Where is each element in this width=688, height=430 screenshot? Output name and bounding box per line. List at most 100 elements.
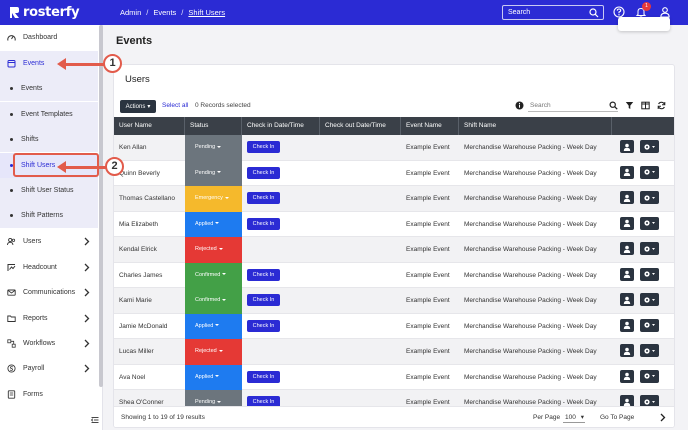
check-in-button[interactable]: Check In	[247, 141, 280, 153]
cell-user-name[interactable]: Ken Allan	[119, 144, 147, 151]
sidebar-subitem-shift-user-status[interactable]: Shift User Status	[0, 178, 98, 203]
status-dropdown[interactable]: Confirmed	[185, 288, 242, 314]
cell-user-name[interactable]: Thomas Castellano	[119, 195, 175, 202]
search-icon[interactable]	[609, 101, 618, 110]
table-search-input[interactable]: Search	[528, 99, 618, 112]
sidebar-item-forms[interactable]: Forms	[0, 382, 98, 407]
table-row[interactable]: Mia Elizabeth Applied Check In Example Even…	[114, 211, 674, 237]
column-header-check-out[interactable]: Check out Date/Time	[320, 117, 401, 135]
view-user-button[interactable]	[620, 369, 634, 383]
brand-logo[interactable]: rosterfy	[9, 5, 109, 20]
table-row[interactable]: Quinn Beverly Pending Check In Example Even…	[114, 160, 674, 186]
row-settings-button[interactable]	[640, 344, 659, 357]
status-dropdown[interactable]: Applied	[185, 211, 242, 237]
view-user-button[interactable]	[620, 293, 634, 306]
info-icon[interactable]	[515, 101, 524, 110]
status-dropdown[interactable]: Emergency	[185, 186, 242, 212]
cell-user-name[interactable]: Kendal Elrick	[119, 246, 157, 253]
collapse-sidebar-icon[interactable]	[91, 416, 99, 424]
row-settings-button[interactable]	[640, 267, 659, 281]
check-in-button[interactable]: Check In	[247, 268, 280, 281]
row-settings-button[interactable]	[640, 216, 659, 230]
sidebar-item-headcount[interactable]: Headcount	[0, 255, 98, 280]
global-search-input[interactable]: Search	[502, 5, 604, 20]
sidebar-subitem-shifts[interactable]: Shifts	[0, 127, 98, 152]
column-header-shift-name[interactable]: Shift Name	[459, 117, 612, 135]
refresh-icon[interactable]	[657, 101, 666, 110]
sidebar-item-dashboard[interactable]: Dashboard	[0, 25, 98, 50]
table-row[interactable]: Kami Marie Confirmed Check In Example Event…	[114, 288, 674, 314]
cell-user-name[interactable]: Quinn Beverly	[119, 169, 160, 177]
breadcrumb-events[interactable]: Events	[153, 8, 177, 17]
view-user-button[interactable]	[620, 318, 634, 332]
table-row[interactable]: Lucas Miller Rejected Example Event Merchan…	[114, 339, 674, 365]
view-user-button[interactable]	[620, 216, 634, 230]
view-user-button[interactable]	[620, 242, 634, 255]
row-settings-button[interactable]	[640, 191, 659, 204]
view-user-button[interactable]	[620, 267, 634, 281]
column-header-status[interactable]: Status	[185, 117, 242, 135]
column-header-event-name[interactable]: Event Name	[401, 117, 459, 135]
sidebar-item-reports[interactable]: Reports	[0, 306, 98, 331]
actions-dropdown-button[interactable]: Actions ▾	[120, 100, 156, 113]
status-dropdown[interactable]: Applied	[185, 364, 242, 390]
check-in-button[interactable]: Check In	[247, 192, 280, 204]
check-in-button[interactable]: Check In	[247, 396, 280, 408]
table-row[interactable]: Ken Allan Pending Check In Example Event Mer…	[114, 135, 674, 161]
status-dropdown[interactable]: Rejected	[185, 339, 242, 365]
search-icon[interactable]	[589, 8, 599, 18]
select-all-link[interactable]: Select all	[162, 102, 189, 109]
go-to-page-input[interactable]: Go To Page	[600, 414, 635, 421]
check-in-button[interactable]: Check In	[247, 294, 280, 306]
cell-user-name[interactable]: Charles James	[119, 271, 163, 279]
check-in-button[interactable]: Check In	[247, 166, 280, 179]
cell-user-name[interactable]: Kami Marie	[119, 297, 152, 304]
sidebar-subitem-shift-patterns[interactable]: Shift Patterns	[0, 203, 98, 228]
filter-icon[interactable]	[625, 101, 634, 110]
status-dropdown[interactable]: Pending	[185, 160, 242, 186]
table-row[interactable]: Ava Noel Applied Check In Example Event Merc…	[114, 364, 674, 390]
row-settings-button[interactable]	[640, 140, 659, 153]
sidebar-item-payroll[interactable]: Payroll	[0, 356, 98, 381]
table-row[interactable]: Jamie McDonald Applied Check In Example Eve…	[114, 313, 674, 339]
cell-user-name[interactable]: Lucas Miller	[119, 348, 154, 355]
status-dropdown[interactable]: Pending	[185, 135, 242, 161]
cell-user-name[interactable]: Ava Noel	[119, 373, 146, 381]
cell-user-name[interactable]: Shea O'Conner	[119, 399, 164, 406]
table-row[interactable]: Thomas Castellano Emergency Check In Exampl…	[114, 186, 674, 212]
view-user-button[interactable]	[620, 140, 634, 153]
column-header-check-in[interactable]: Check in Date/Time	[242, 117, 320, 135]
table-row[interactable]: Charles James Confirmed Check In Example Ev…	[114, 262, 674, 288]
status-dropdown[interactable]: Rejected	[185, 237, 242, 263]
check-in-button[interactable]: Check In	[247, 370, 280, 383]
cell-user-name[interactable]: Jamie McDonald	[119, 322, 168, 330]
view-user-button[interactable]	[620, 395, 634, 408]
check-in-button[interactable]: Check In	[247, 319, 280, 332]
view-user-button[interactable]	[620, 344, 634, 357]
sidebar-subitem-event-templates[interactable]: Event Templates	[0, 102, 98, 127]
sidebar-scrollbar[interactable]	[99, 25, 103, 387]
status-dropdown[interactable]: Applied	[185, 313, 242, 339]
row-settings-button[interactable]	[640, 395, 659, 408]
breadcrumb-shift-users[interactable]: Shift Users	[188, 8, 226, 17]
row-settings-button[interactable]	[640, 318, 659, 332]
breadcrumb-admin[interactable]: Admin	[120, 8, 142, 17]
row-settings-button[interactable]	[640, 242, 659, 255]
column-header-user-name[interactable]: User Name	[114, 117, 185, 135]
columns-icon[interactable]	[641, 101, 650, 110]
view-user-button[interactable]	[620, 165, 634, 179]
row-settings-button[interactable]	[640, 293, 659, 306]
chevron-right-icon[interactable]	[659, 413, 666, 422]
sidebar-subitem-events[interactable]: Events	[0, 76, 98, 101]
sidebar-item-users[interactable]: Users	[0, 229, 98, 254]
user-profile-icon[interactable]	[659, 6, 671, 18]
check-in-button[interactable]: Check In	[247, 217, 280, 230]
page-size-select[interactable]: 100 ▾	[563, 412, 585, 423]
sidebar-item-workflows[interactable]: Workflows	[0, 331, 98, 356]
sidebar-item-communications[interactable]: Communications	[0, 280, 98, 305]
cell-user-name[interactable]: Mia Elizabeth	[119, 220, 159, 228]
status-dropdown[interactable]: Confirmed	[185, 262, 242, 288]
row-settings-button[interactable]	[640, 369, 659, 383]
view-user-button[interactable]	[620, 191, 634, 204]
row-settings-button[interactable]	[640, 165, 659, 179]
